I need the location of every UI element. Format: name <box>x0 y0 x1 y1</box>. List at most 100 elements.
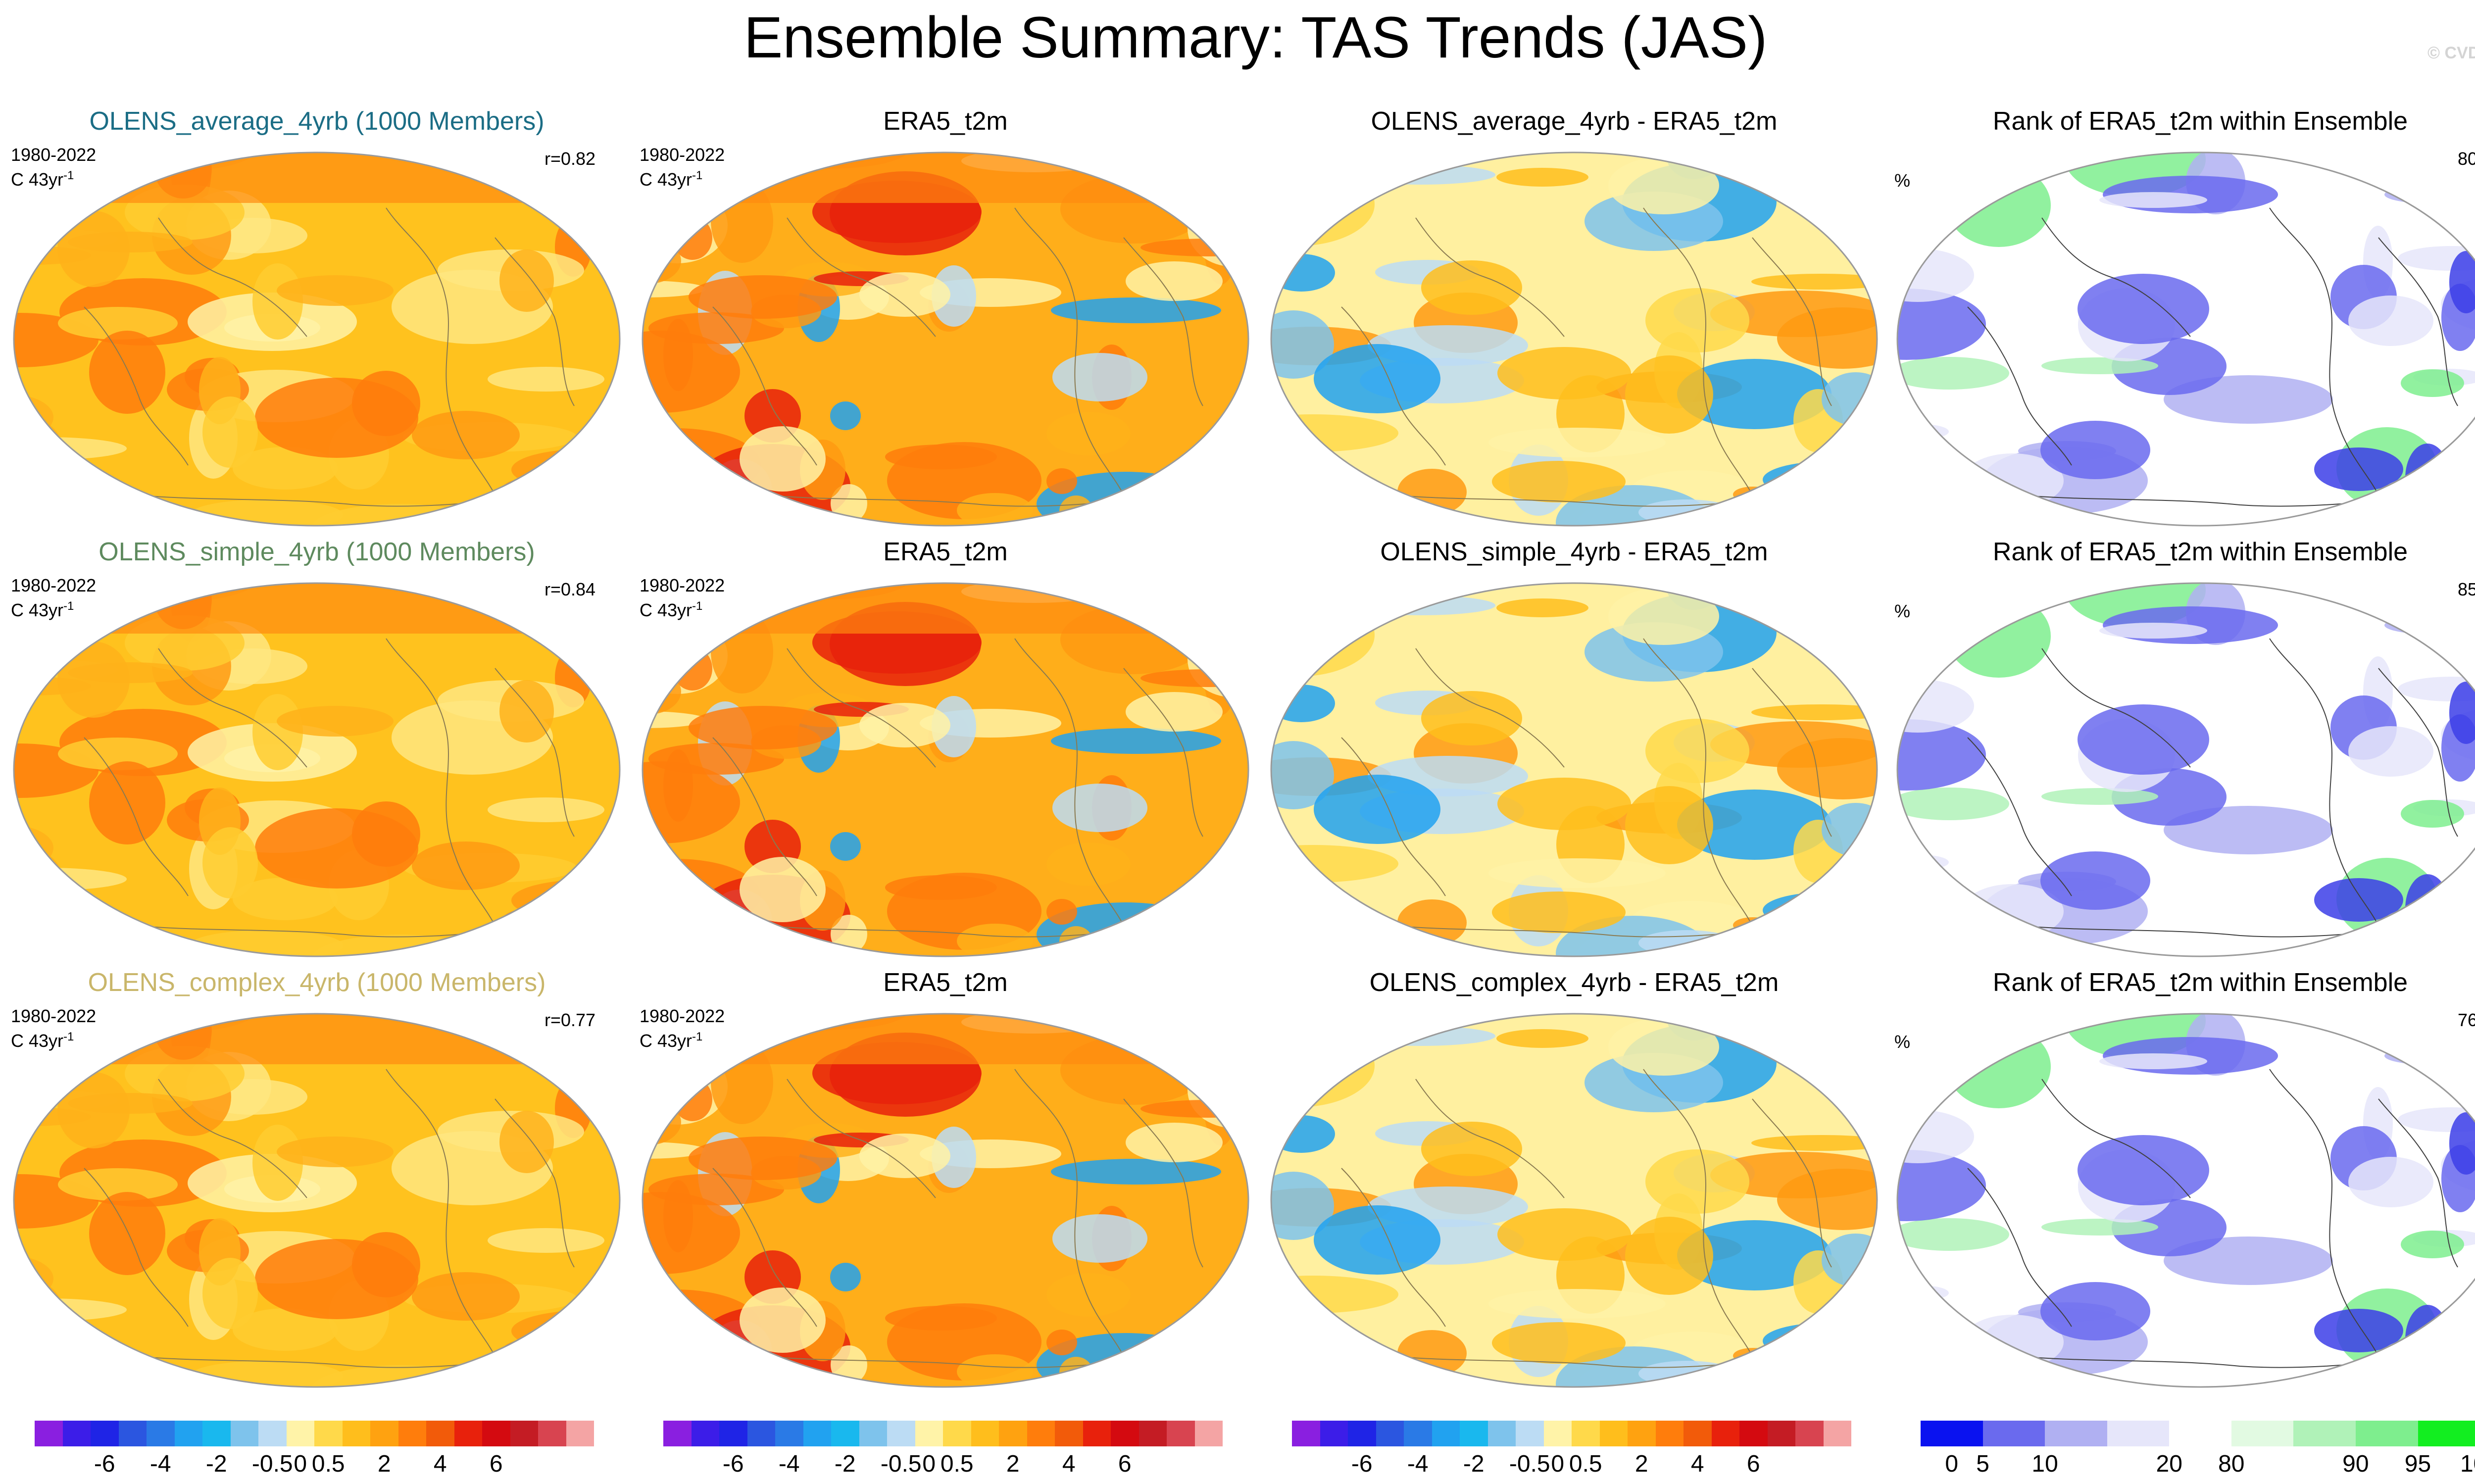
diff-title: OLENS_average_4yrb - ERA5_t2m <box>1371 107 1778 136</box>
field-blob <box>2401 1231 2464 1258</box>
field-blob <box>1046 412 1131 455</box>
coastline <box>158 1079 307 1198</box>
field-blob <box>689 1137 837 1180</box>
colorbar-swatch <box>286 1421 314 1446</box>
arctic-band <box>643 152 1248 203</box>
units-exponent: -1 <box>63 599 74 613</box>
field-blob <box>2099 192 2207 208</box>
coastline <box>2041 1079 2191 1198</box>
field-blob <box>1126 261 1223 301</box>
colorbar-tick-label: 6 <box>1118 1451 1132 1477</box>
r0c0-map <box>13 151 621 527</box>
field-blob <box>1897 788 2009 820</box>
field-blob <box>2405 874 2450 943</box>
r1c3-map <box>1896 582 2475 957</box>
colorbar-swatch <box>1167 1421 1195 1446</box>
field-blob <box>1497 1208 1631 1261</box>
pattern-correlation: r=0.82 <box>544 148 596 169</box>
coastline <box>1014 1069 1124 1357</box>
rank-title: Rank of ERA5_t2m within Ensemble <box>1992 107 2408 136</box>
field-blob <box>1814 460 1877 512</box>
field-blob <box>1762 1033 1827 1049</box>
map-border <box>642 582 1249 957</box>
field-blob <box>1496 598 1588 617</box>
field-blob <box>1814 890 1877 943</box>
field-blob <box>1421 691 1522 745</box>
field-blob <box>1271 685 1335 722</box>
colorbar-swatch <box>831 1421 859 1446</box>
colorbar-swatch <box>1683 1421 1712 1446</box>
field-blob <box>830 401 861 430</box>
coastline <box>712 737 817 896</box>
colorbar-tick-label: 0 <box>1945 1451 1959 1477</box>
colorbar-tick-label: 0.5 <box>1569 1451 1602 1477</box>
field-blob <box>255 1239 418 1319</box>
coastline <box>2378 668 2458 837</box>
field-blob <box>57 642 130 718</box>
field-blob <box>2099 623 2207 639</box>
model-title: OLENS_average_4yrb (1000 Members) <box>89 107 544 136</box>
field-blob <box>14 1282 46 1303</box>
colorbar-swatch <box>2107 1421 2170 1446</box>
units-text: C 43yr <box>640 169 693 190</box>
field-blob <box>2398 246 2475 271</box>
field-blob <box>2405 1305 2450 1374</box>
colorbar-swatch <box>1292 1421 1320 1446</box>
field-blob <box>1271 469 1333 506</box>
rank-unit-label: % <box>1894 601 1911 621</box>
field-blob <box>1488 428 1666 457</box>
field-blob <box>2403 167 2475 200</box>
coastline <box>1123 668 1203 837</box>
colorbar-swatch <box>2355 1421 2418 1446</box>
field-blob <box>1814 1321 1877 1374</box>
field-blob <box>859 703 950 747</box>
colorbar-swatch <box>538 1421 566 1446</box>
units-exponent: -1 <box>692 599 703 613</box>
field-blob <box>1625 786 1713 864</box>
colorbar-swatch <box>1516 1421 1544 1446</box>
rank-percent: 85% <box>2458 579 2475 599</box>
field-blob <box>2348 1157 2433 1207</box>
colorbar-swatch <box>2231 1421 2294 1446</box>
field-blob <box>831 915 867 953</box>
field-blob <box>2401 369 2464 397</box>
coastline <box>2378 237 2458 406</box>
colorbar-tick-label: 20 <box>2156 1451 2182 1477</box>
coastline <box>1752 1098 1832 1268</box>
field-blob <box>740 426 826 492</box>
colorbar-tick-label: 0.5 <box>940 1451 974 1477</box>
r1c2-map <box>1270 582 1878 957</box>
field-blob <box>2437 160 2475 185</box>
field-blob <box>1271 1115 1335 1153</box>
map-border <box>1896 151 2475 527</box>
map-border <box>13 1013 621 1388</box>
field-blob <box>740 857 826 922</box>
units-exponent: -1 <box>63 169 74 182</box>
coastline <box>1341 737 1446 896</box>
field-blob <box>1497 347 1631 399</box>
field-blob <box>2099 1053 2207 1069</box>
field-blob <box>1762 171 1827 188</box>
field-blob <box>1897 357 2009 390</box>
arctic-band <box>643 1014 1248 1064</box>
colorbar-swatch <box>258 1421 287 1446</box>
coastline <box>712 1168 817 1327</box>
field-blob <box>663 749 693 822</box>
field-blob <box>663 1180 693 1252</box>
colorbar-swatch <box>1111 1421 1139 1446</box>
coastline <box>1123 237 1203 406</box>
units-label: C 43yr-1 <box>640 1027 702 1051</box>
colorbar-swatch <box>859 1421 887 1446</box>
r2c2-map <box>1270 1013 1878 1388</box>
field-blob <box>1421 1122 1522 1176</box>
coastline <box>712 306 817 466</box>
field-blob <box>1608 1018 1719 1076</box>
field-blob <box>14 421 46 442</box>
diff-title: OLENS_simple_4yrb - ERA5_t2m <box>1380 538 1768 566</box>
field-blob <box>58 1168 178 1201</box>
field-blob <box>202 396 258 468</box>
map-border <box>13 151 621 527</box>
field-blob <box>233 1308 338 1351</box>
field-blob <box>2401 800 2464 828</box>
field-blob <box>2078 1135 2209 1205</box>
